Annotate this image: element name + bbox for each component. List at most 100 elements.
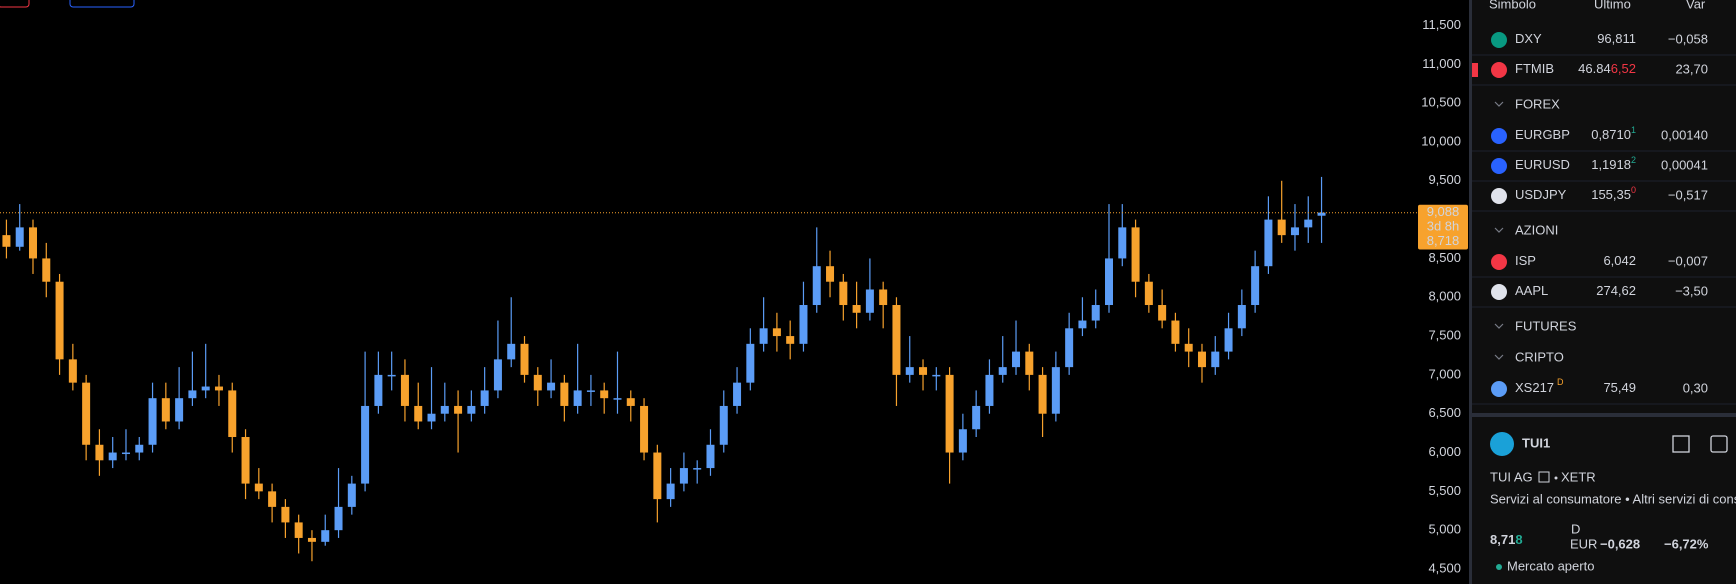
candle-body: [905, 367, 914, 375]
candle-body: [1224, 328, 1233, 352]
last-price-tail: 6,52: [1611, 61, 1636, 76]
symbol: EURUSD: [1515, 157, 1570, 172]
buy-button[interactable]: [69, 0, 135, 8]
change: 0,00140: [1661, 127, 1708, 142]
candle-body: [719, 405, 728, 445]
symbol-name: USDJPY: [1515, 187, 1567, 202]
candle-body: [68, 359, 77, 383]
price-main: 8,71: [1490, 532, 1515, 547]
candle-body: [733, 382, 742, 406]
candle-body: [1051, 367, 1060, 414]
candle-body: [1038, 374, 1047, 414]
candle-body: [294, 522, 303, 538]
candle-body: [148, 398, 157, 445]
candle-body: [374, 374, 383, 406]
y-tick-label: 9,500: [1428, 172, 1461, 187]
candle-body: [972, 405, 981, 430]
candle-body: [560, 382, 569, 406]
candle-body: [865, 289, 874, 313]
candle-body: [520, 343, 529, 375]
y-tick-label: 5,000: [1428, 522, 1461, 537]
candle-body: [932, 374, 941, 377]
layout-button[interactable]: [1672, 435, 1690, 453]
candle-body: [254, 483, 263, 492]
watchlist: Simbolo Ultimo Var DXY 96,811 −0,058 FTMIB 46.8…: [1472, 0, 1736, 405]
candle-body: [919, 367, 928, 375]
candle-body: [799, 305, 808, 344]
candle-body: [1131, 227, 1140, 282]
candle-body: [161, 398, 170, 422]
candle-body: [1158, 305, 1167, 321]
candle-body: [507, 343, 516, 360]
symbol: USDJPY: [1515, 187, 1567, 202]
price-change: −0,628: [1600, 536, 1640, 551]
candle-body: [1118, 227, 1127, 259]
last-price-sup: 2: [1631, 155, 1636, 165]
candle-body: [2, 235, 11, 247]
logo: [1490, 432, 1514, 456]
price-label-box: [1418, 204, 1468, 250]
status-dot: [1496, 564, 1502, 570]
candle-body: [108, 452, 117, 461]
sector: Servizi al consumatore • Altri servizi d…: [1490, 491, 1736, 506]
active-marker: [1472, 63, 1478, 77]
last-price: 96,811: [1597, 31, 1636, 46]
candle-body: [879, 289, 888, 306]
company-name: TUI AG: [1490, 469, 1533, 484]
candle-body: [82, 382, 91, 445]
sell-button[interactable]: [0, 0, 30, 8]
change: −3,50: [1675, 283, 1708, 298]
last-price-main: 75,49: [1603, 380, 1636, 395]
change: −0,058: [1668, 31, 1708, 46]
candle-body: [1171, 320, 1180, 344]
candle-body: [1025, 351, 1034, 375]
chart-background: [0, 0, 1470, 584]
symbol-name: DXY: [1515, 31, 1542, 46]
last-price-main: 6,042: [1603, 253, 1636, 268]
candle-body: [653, 452, 662, 500]
candle-body: [400, 374, 409, 406]
symbol-icon: [1491, 254, 1507, 270]
candle-body: [1065, 328, 1074, 368]
last-price-label: 8,718: [1427, 233, 1460, 248]
candle-body: [427, 413, 436, 422]
candle-body: [892, 305, 901, 375]
symbol-badge: D: [1557, 377, 1564, 387]
symbol-name: XS217: [1515, 380, 1554, 395]
countdown: 3d 8h: [1427, 219, 1460, 234]
edit-button[interactable]: [1710, 435, 1728, 453]
currency: EUR: [1570, 536, 1597, 551]
last-price-main: 274,62: [1596, 283, 1636, 298]
symbol: EURGBP: [1515, 127, 1570, 142]
separator-dot: [1554, 476, 1558, 480]
candle-body: [1304, 219, 1313, 228]
candle-body: [42, 258, 51, 282]
candle-body: [387, 374, 396, 377]
y-tick-label: 6,000: [1428, 444, 1461, 459]
candle-body: [321, 530, 330, 542]
candle-body: [228, 390, 237, 438]
candle-body: [1197, 351, 1206, 368]
change: 0,30: [1683, 380, 1708, 395]
last-price: 46.846,52: [1578, 61, 1636, 76]
panel-separator: [1472, 413, 1736, 417]
section-chevron: [1494, 227, 1504, 233]
symbol-icon: [1491, 62, 1507, 78]
candle-body: [547, 382, 556, 391]
candle-body: [533, 374, 542, 391]
change: −0,517: [1668, 187, 1708, 202]
last-price: 274,62: [1596, 283, 1636, 298]
section-title: CRIPTO: [1515, 349, 1564, 364]
price-tail: 8: [1515, 532, 1522, 547]
candle-body: [1105, 258, 1113, 306]
candle-body: [175, 398, 184, 422]
symbol-icon: [1491, 128, 1507, 144]
external-link[interactable]: [1538, 471, 1550, 483]
y-tick-label: 8,000: [1428, 289, 1461, 304]
section-title: FOREX: [1515, 96, 1560, 111]
change: −0,007: [1668, 253, 1708, 268]
candle-body: [839, 281, 848, 306]
y-tick-label: 7,500: [1428, 328, 1461, 343]
